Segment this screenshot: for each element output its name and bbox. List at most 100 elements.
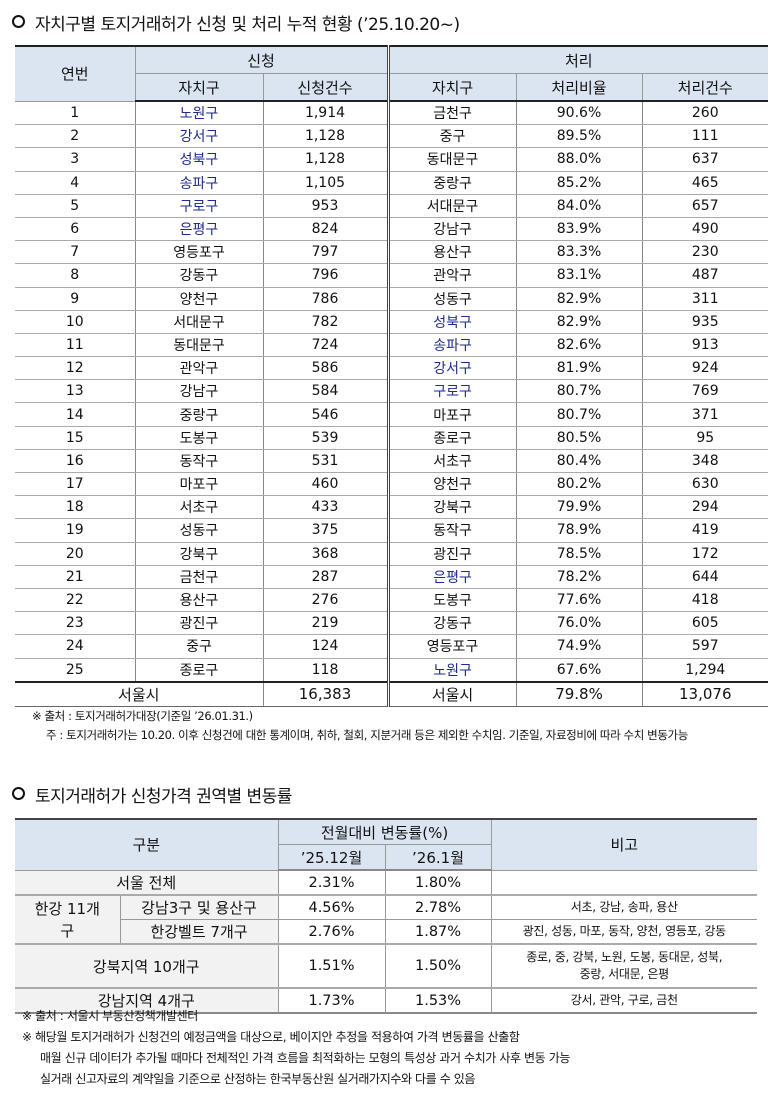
apply-district: 종로구 <box>134 657 264 683</box>
table-row: 19 성동구 375 동작구 78.9% 419 <box>15 518 769 543</box>
process-count: 1,294 <box>641 657 769 683</box>
process-count: 605 <box>641 611 769 636</box>
table-row: 3 성북구 1,128 동대문구 88.0% 637 <box>15 147 769 172</box>
process-district: 양천구 <box>386 471 517 497</box>
process-count: 490 <box>641 216 769 242</box>
process-district: 강동구 <box>386 611 517 636</box>
row-label: 서울 전체 <box>15 869 279 896</box>
price-change-table: 구분 전월대비 변동률(%) 비고 ’25.12월 ’26.1월 서울 전체 2… <box>15 818 758 1014</box>
row-no: 11 <box>15 332 136 358</box>
table-row: 20 강북구 368 광진구 78.5% 172 <box>15 541 769 566</box>
apply-district: 노원구 <box>134 100 264 126</box>
memo-line-1: 종로, 중, 강북, 노원, 도봉, 동대문, 성북, <box>526 950 723 964</box>
apply-count: 219 <box>262 611 389 636</box>
header-process-count: 처리건수 <box>641 73 769 102</box>
row-label: 한강벨트 7개구 <box>120 919 279 945</box>
process-count: 769 <box>641 379 769 404</box>
process-count: 418 <box>641 587 769 613</box>
row-no: 21 <box>15 564 136 589</box>
apply-district: 성동구 <box>134 518 264 543</box>
apply-district: 성북구 <box>134 147 264 172</box>
value-m2: 1.87% <box>384 919 492 945</box>
row-no: 2 <box>15 124 136 149</box>
section2-note-2: 매월 신규 데이터가 추가될 때마다 전체적인 가격 흐름을 최적화하는 모형의… <box>40 1051 571 1065</box>
memo: 서초, 강남, 송파, 용산 <box>490 894 758 920</box>
value-m1: 2.76% <box>277 919 386 945</box>
process-district: 강남구 <box>386 216 517 242</box>
process-district: 광진구 <box>386 541 517 566</box>
apply-count: 782 <box>262 309 389 334</box>
process-count: 924 <box>641 356 769 381</box>
header-process: 처리 <box>386 45 769 74</box>
process-rate: 83.9% <box>515 216 643 242</box>
process-rate: 82.6% <box>515 332 643 358</box>
apply-count: 586 <box>262 356 389 381</box>
total-process-label: 서울시 <box>386 680 517 707</box>
row-no: 16 <box>15 448 136 474</box>
apply-count: 539 <box>262 425 389 450</box>
process-district: 종로구 <box>386 425 517 450</box>
process-count: 230 <box>641 240 769 265</box>
row-label: 강남지역 4개구 <box>15 987 279 1014</box>
row-no: 20 <box>15 541 136 566</box>
row-no: 1 <box>15 100 136 126</box>
apply-count: 786 <box>262 286 389 311</box>
process-district: 강서구 <box>386 356 517 381</box>
circle-bullet-icon <box>12 15 25 28</box>
header-district-2: 자치구 <box>386 73 517 102</box>
total-row: 서울시 16,383 서울시 79.8% 13,076 <box>15 680 769 707</box>
apply-count: 124 <box>262 634 389 659</box>
process-count: 637 <box>641 147 769 172</box>
row-no: 12 <box>15 356 136 381</box>
process-rate: 89.5% <box>515 124 643 149</box>
process-count: 260 <box>641 100 769 126</box>
memo: 종로, 중, 강북, 노원, 도봉, 동대문, 성북, 중랑, 서대문, 은평 <box>490 943 758 989</box>
process-count: 630 <box>641 471 769 497</box>
table-row: 15 도봉구 539 종로구 80.5% 95 <box>15 425 769 450</box>
apply-count: 584 <box>262 379 389 404</box>
table-row: 5 구로구 953 서대문구 84.0% 657 <box>15 193 769 218</box>
process-district: 은평구 <box>386 564 517 589</box>
table-row: 14 중랑구 546 마포구 80.7% 371 <box>15 402 769 427</box>
row-no: 22 <box>15 587 136 613</box>
process-district: 성동구 <box>386 286 517 311</box>
apply-district: 마포구 <box>134 471 264 497</box>
process-district: 성북구 <box>386 309 517 334</box>
row-gangnam3: 한강 11개구 강남3구 및 용산구 4.56% 2.78% 서초, 강남, 송… <box>15 894 758 945</box>
process-district: 서초구 <box>386 448 517 474</box>
value-m2: 1.80% <box>384 869 492 896</box>
process-rate: 80.4% <box>515 448 643 474</box>
process-rate: 78.9% <box>515 518 643 543</box>
apply-count: 724 <box>262 332 389 358</box>
process-rate: 81.9% <box>515 356 643 381</box>
section1-title-text: 자치구별 토지거래허가 신청 및 처리 누적 현황 (’25.10.20~) <box>35 15 460 35</box>
apply-district: 강북구 <box>134 541 264 566</box>
table-row: 10 서대문구 782 성북구 82.9% 935 <box>15 309 769 334</box>
process-district: 금천구 <box>386 100 517 126</box>
value-m1: 2.31% <box>277 869 386 896</box>
process-district: 용산구 <box>386 240 517 265</box>
apply-district: 구로구 <box>134 193 264 218</box>
apply-count: 368 <box>262 541 389 566</box>
process-rate: 80.5% <box>515 425 643 450</box>
row-no: 23 <box>15 611 136 636</box>
process-district: 중구 <box>386 124 517 149</box>
process-rate: 77.6% <box>515 587 643 613</box>
process-district: 강북구 <box>386 495 517 520</box>
row-label: 강북지역 10개구 <box>15 943 279 989</box>
row-no: 5 <box>15 193 136 218</box>
table-row: 23 광진구 219 강동구 76.0% 605 <box>15 611 769 636</box>
apply-count: 460 <box>262 471 389 497</box>
process-rate: 76.0% <box>515 611 643 636</box>
row-no: 25 <box>15 657 136 683</box>
section2-title: 토지거래허가 신청가격 권역별 변동률 <box>12 782 292 807</box>
row-no: 14 <box>15 402 136 427</box>
apply-district: 광진구 <box>134 611 264 636</box>
header-no: 연번 <box>15 45 136 102</box>
process-district: 노원구 <box>386 657 517 683</box>
process-rate: 85.2% <box>515 170 643 195</box>
process-district: 서대문구 <box>386 193 517 218</box>
process-rate: 80.2% <box>515 471 643 497</box>
apply-district: 동대문구 <box>134 332 264 358</box>
